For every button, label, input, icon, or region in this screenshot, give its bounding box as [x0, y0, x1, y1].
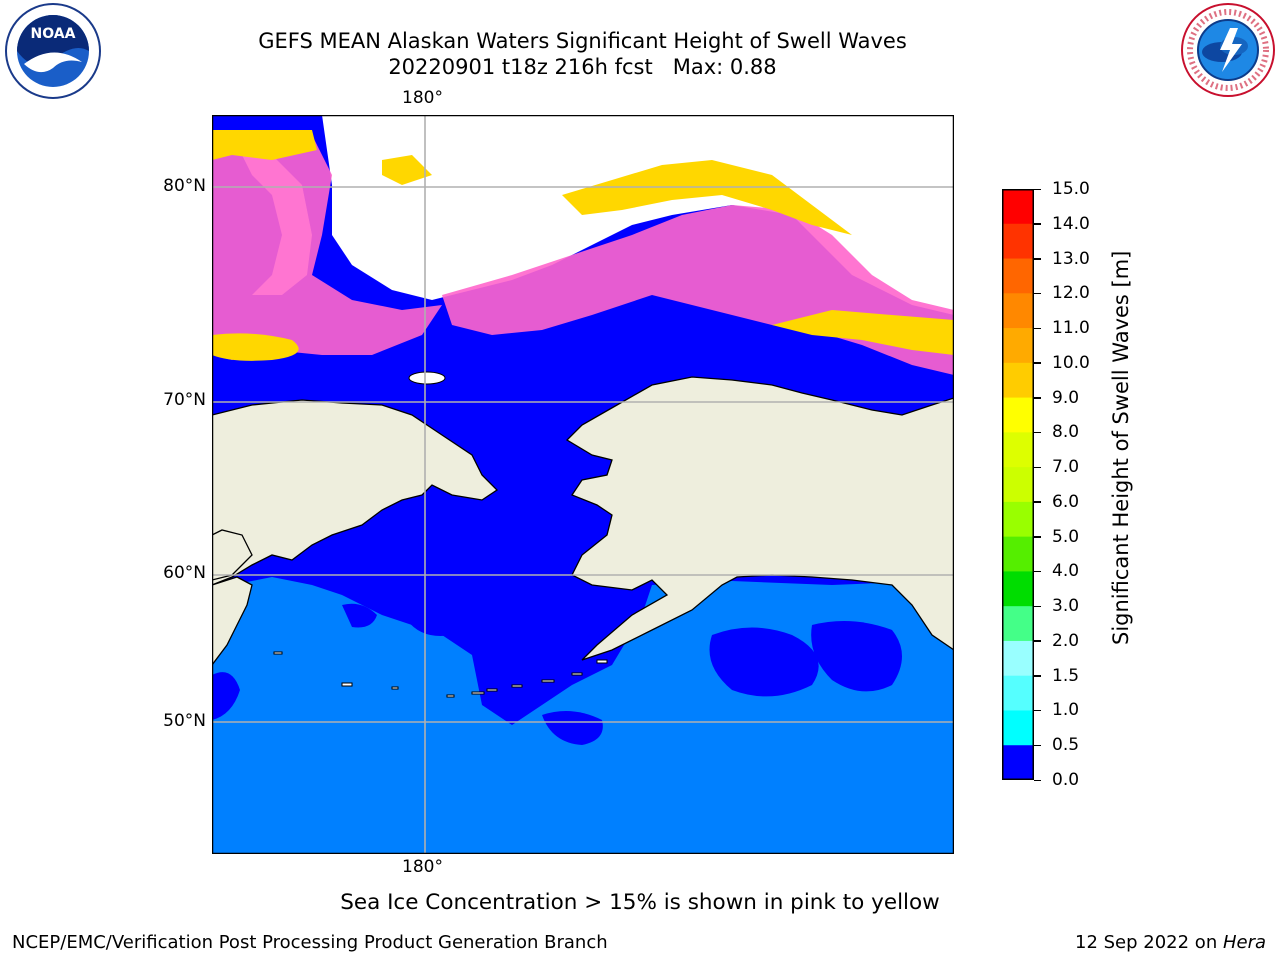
colorbar-tick-mark — [1034, 397, 1041, 399]
sea-ice-note: Sea Ice Concentration > 15% is shown in … — [340, 890, 940, 915]
colorbar-tick-mark — [1034, 744, 1041, 747]
land-kamchatka — [212, 576, 253, 667]
colorbar-tick-mark — [1034, 466, 1041, 469]
colorbar-tick-label: 7.0 — [1052, 457, 1080, 478]
footer-org: NCEP/EMC/Verification Post Processing Pr… — [12, 932, 608, 953]
colorbar-tick-mark — [1034, 501, 1041, 503]
colorbar-tick-mark — [1034, 605, 1041, 608]
colorbar-tick-label: 14.0 — [1052, 213, 1090, 234]
colorbar-swatch — [1002, 432, 1034, 468]
colorbar — [1002, 189, 1034, 780]
ice-island — [408, 371, 446, 385]
arctic-blank-top — [322, 115, 954, 315]
low-patch-1 — [709, 627, 819, 697]
low-patch-4 — [212, 672, 240, 720]
colorbar-tick-label: 4.0 — [1052, 561, 1080, 582]
colorbar-swatch — [1002, 536, 1034, 572]
graticule — [212, 115, 954, 854]
colorbar-tick-label: 13.0 — [1052, 248, 1090, 269]
colorbar-tick-label: 0.5 — [1052, 735, 1080, 756]
colorbar-swatch — [1002, 501, 1034, 538]
colorbar-tick-label: 5.0 — [1052, 526, 1080, 547]
colorbar-tick-mark — [1034, 709, 1041, 712]
colorbar-swatch — [1002, 362, 1034, 399]
ice-yellow-top — [562, 160, 852, 235]
ice-yellow-right — [772, 310, 954, 355]
colorbar-tick-label: 11.0 — [1052, 318, 1090, 339]
colorbar-swatch — [1002, 293, 1034, 329]
lat-label-50: 50°N — [163, 711, 206, 731]
low-patch-5 — [542, 711, 603, 745]
footer-date: 12 Sep 2022 on Hera — [1075, 932, 1266, 953]
colorbar-swatch — [1002, 745, 1034, 780]
svg-text:NOAA: NOAA — [31, 26, 76, 42]
colorbar-tick-mark — [1034, 362, 1041, 364]
colorbar-tick-mark — [1034, 188, 1041, 190]
colorbar-swatch — [1002, 189, 1034, 225]
ice-band-left — [212, 135, 442, 360]
colorbar-tick-mark — [1034, 327, 1041, 330]
ice-yellow-small — [382, 155, 432, 185]
colorbar-swatch — [1002, 571, 1034, 607]
footer-date-text: 12 Sep 2022 on — [1075, 932, 1223, 953]
lon-label-top: 180° — [402, 88, 443, 108]
colorbar-swatch — [1002, 397, 1034, 433]
colorbar-tick-mark — [1034, 779, 1041, 781]
colorbar-tick-label: 12.0 — [1052, 283, 1090, 304]
colorbar-tick-mark — [1034, 258, 1041, 260]
colorbar-tick-mark — [1034, 640, 1041, 642]
colorbar-tick-mark — [1034, 675, 1041, 677]
lat-label-80: 80°N — [163, 176, 206, 196]
colorbar-tick-mark — [1034, 431, 1041, 434]
lon-label-bottom: 180° — [402, 857, 443, 877]
colorbar-tick-label: 10.0 — [1052, 352, 1090, 373]
colorbar-tick-label: 2.0 — [1052, 630, 1080, 651]
ice-yellow-left2 — [212, 333, 299, 361]
low-patch-2 — [811, 621, 902, 692]
colorbar-label: Significant Height of Swell Waves [m] — [1109, 250, 1133, 645]
footer-host: Hera — [1222, 932, 1266, 953]
colorbar-swatch — [1002, 467, 1034, 503]
colorbar-tick-mark — [1034, 570, 1041, 573]
colorbar-swatch — [1002, 710, 1034, 746]
colorbar-border — [1002, 189, 1034, 780]
colorbar-tick-label: 15.0 — [1052, 179, 1090, 199]
colorbar-swatch — [1002, 328, 1034, 364]
low-patch-3 — [402, 593, 466, 636]
land-kamchatka-tip — [212, 529, 253, 581]
low-patch-6 — [342, 603, 377, 628]
colorbar-tick-label: 3.0 — [1052, 596, 1080, 617]
colorbar-tick-label: 6.0 — [1052, 491, 1080, 512]
colorbar-tick-label: 0.0 — [1052, 770, 1080, 790]
nws-logo — [1181, 3, 1275, 97]
colorbar-tick-mark — [1034, 223, 1041, 225]
colorbar-tick-label: 1.0 — [1052, 700, 1080, 721]
lat-label-70: 70°N — [163, 390, 206, 410]
colorbar-tick-mark — [1034, 292, 1041, 295]
map-border — [212, 115, 954, 854]
colorbar-swatch — [1002, 675, 1034, 711]
aleutian-islands — [273, 651, 608, 698]
swell-height-map — [212, 115, 954, 854]
colorbar-swatch — [1002, 258, 1034, 294]
colorbar-swatch — [1002, 640, 1034, 677]
colorbar-tick-label: 9.0 — [1052, 387, 1080, 408]
ice-yellow-left — [212, 130, 317, 160]
colorbar-tick-label: 8.0 — [1052, 422, 1080, 443]
colorbar-swatch — [1002, 606, 1034, 642]
noaa-logo: NOAA — [5, 3, 101, 99]
colorbar-tick-mark — [1034, 536, 1041, 538]
lat-label-60: 60°N — [163, 563, 206, 583]
colorbar-swatch — [1002, 223, 1034, 260]
map-subtitle: 20220901 t18z 216h fcst Max: 0.88 — [388, 55, 777, 79]
map-title: GEFS MEAN Alaskan Waters Significant Hei… — [258, 29, 907, 53]
colorbar-tick-label: 1.5 — [1052, 665, 1080, 686]
